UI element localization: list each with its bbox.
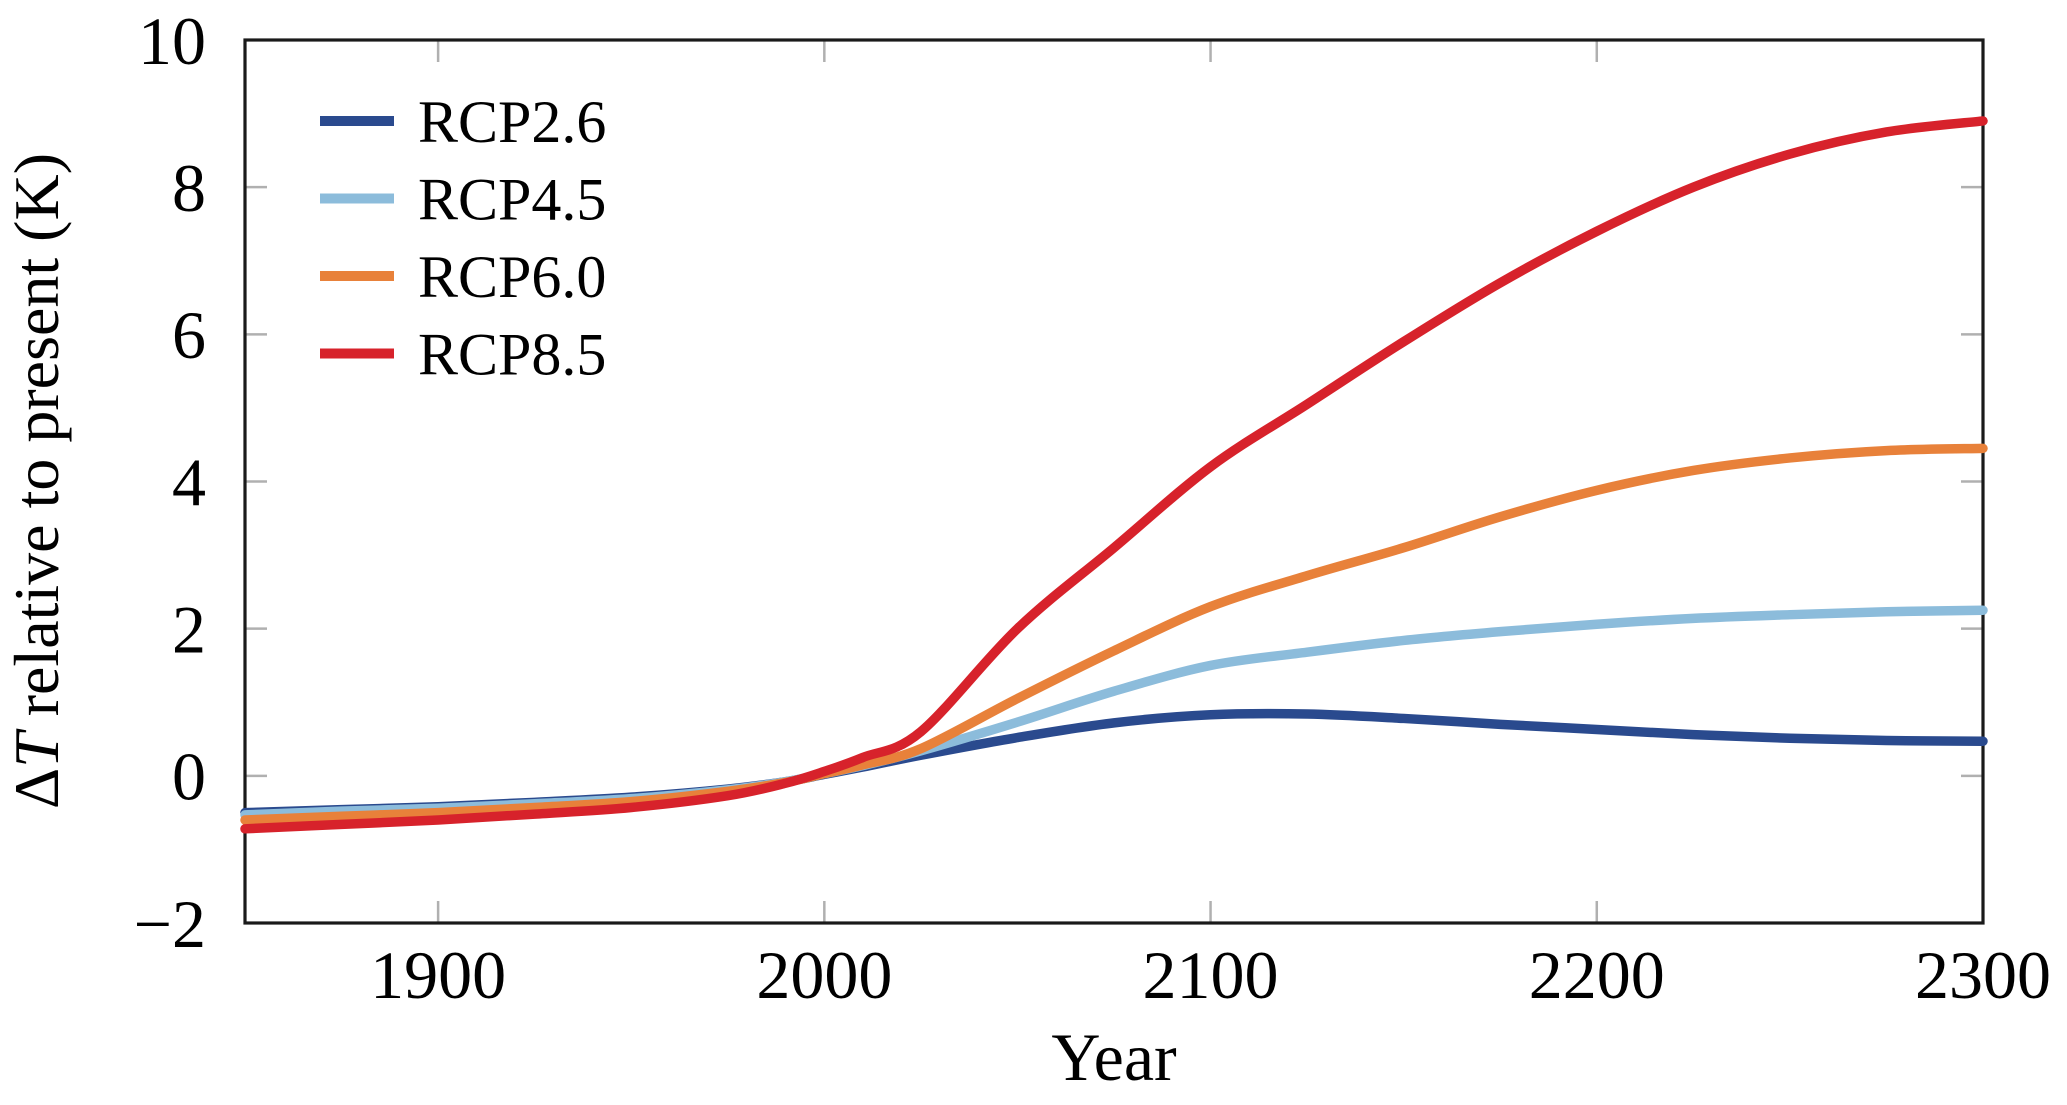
y-axis-label: ΔT relative to present (K) [1,153,72,809]
legend-label-rcp26: RCP2.6 [418,89,606,155]
plot-border [243,38,1985,925]
axis-ticks [245,40,1983,923]
y-tick-label: 4 [172,444,206,520]
series-line-rcp85 [240,116,1988,834]
x-tick-label: 2100 [1143,937,1279,1013]
y-axis-label-variable: T [1,728,72,768]
plot-frame [243,38,1985,925]
x-axis-label: Year [1051,1019,1177,1095]
x-tick-label: 2200 [1529,937,1665,1013]
legend-label-rcp60: RCP6.0 [418,244,606,310]
x-tick-label: 2300 [1915,937,2051,1013]
y-tick-label: 6 [172,297,206,373]
series-line-rcp26 [240,708,1988,818]
y-tick-label: 0 [172,739,206,815]
y-tick-label: 8 [172,150,206,226]
y-axis-label-delta: Δ [1,768,72,809]
legend: RCP2.6 RCP4.5 RCP6.0 RCP8.5 [320,89,606,388]
series-line-rcp60 [240,443,1988,825]
y-tick-label: 10 [138,3,206,79]
y-axis-label-rest: relative to present (K) [1,153,72,732]
series-line-rcp45 [240,605,1988,820]
x-tick-label: 2000 [756,937,892,1013]
x-axis-tick-labels: 1900 2000 2100 2200 2300 [370,937,2051,1013]
y-axis-tick-labels: −2 0 2 4 6 8 10 [134,3,206,962]
legend-label-rcp85: RCP8.5 [418,322,606,388]
y-tick-label: 2 [172,591,206,667]
legend-label-rcp45: RCP4.5 [418,167,606,233]
x-tick-label: 1900 [370,937,506,1013]
y-tick-label: −2 [134,886,206,962]
series-lines [240,116,1988,834]
